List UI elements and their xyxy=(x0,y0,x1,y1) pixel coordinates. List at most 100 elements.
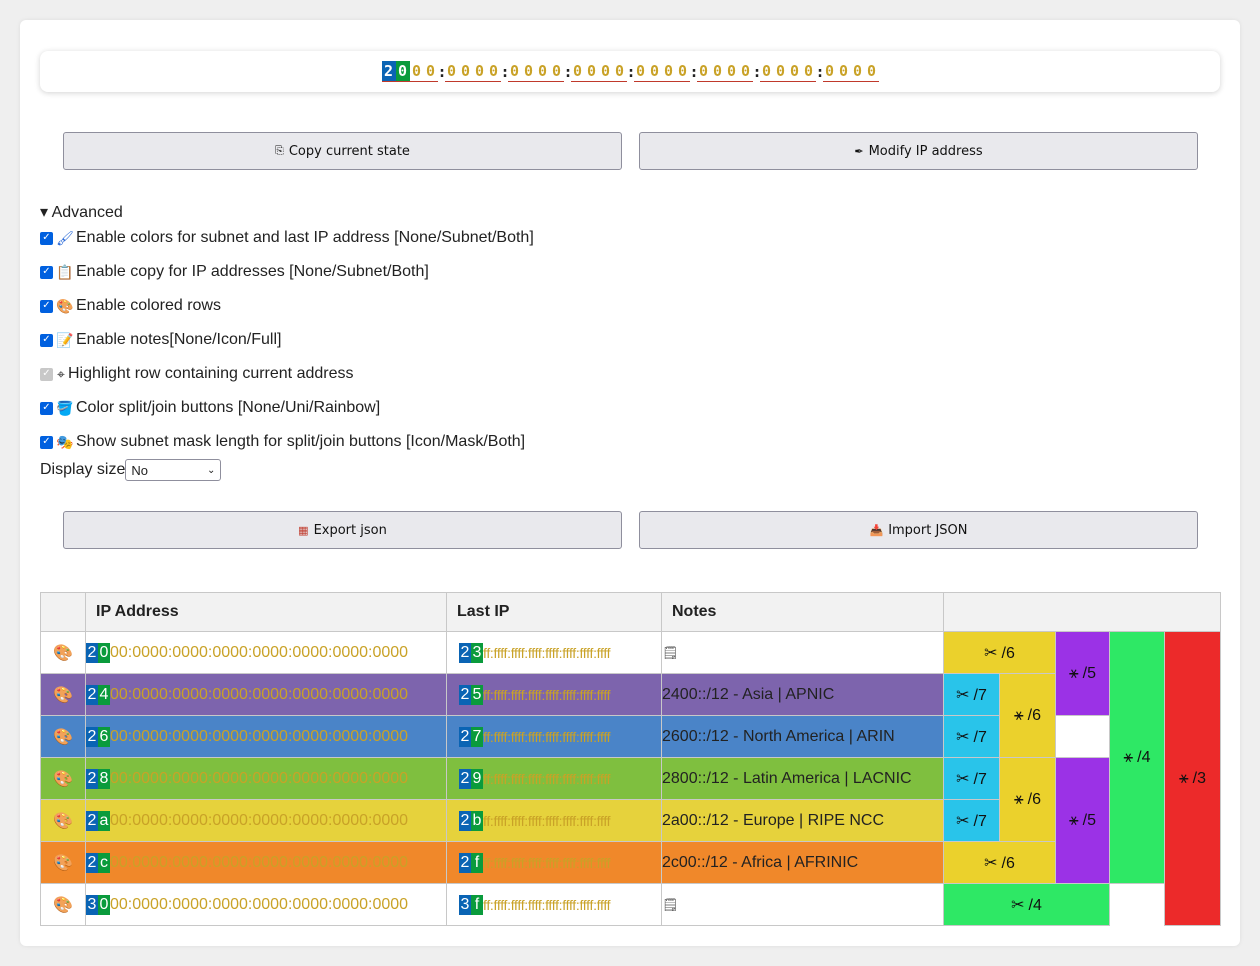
subnet-digit[interactable]: 3 xyxy=(471,642,483,663)
ip-digit[interactable]: 0 xyxy=(852,62,863,80)
subnet-digit[interactable]: c xyxy=(98,852,110,873)
join-button[interactable]: ⚹/6 xyxy=(999,757,1056,842)
subnet-digit[interactable]: 2 xyxy=(86,768,98,789)
import-json-button[interactable]: 📥 Import JSON xyxy=(639,511,1198,549)
ip-digit[interactable]: 0 xyxy=(698,62,709,80)
ip-digit[interactable]: 0 xyxy=(586,62,597,80)
subnet-digit[interactable]: b xyxy=(471,810,483,831)
copy-state-button[interactable]: ⎘ Copy current state xyxy=(63,132,622,170)
ip-digit[interactable]: 0 xyxy=(726,62,737,80)
ip-digit[interactable]: 0 xyxy=(635,62,646,80)
subnet-digit[interactable]: 2 xyxy=(459,852,471,873)
ip-digit[interactable]: 0 xyxy=(425,62,436,80)
option-checkbox[interactable]: ✓ xyxy=(40,435,53,449)
ip-digit[interactable]: 0 xyxy=(663,62,674,80)
row-color-button[interactable]: 🎨 xyxy=(40,883,86,926)
subnet-digit[interactable]: 2 xyxy=(459,684,471,705)
last-ip-cell[interactable]: 2 f ff:ffff:ffff:ffff:ffff:ffff:ffff:ffff xyxy=(446,841,662,884)
ip-digit[interactable]: 0 xyxy=(523,62,534,80)
subnet-digit[interactable]: 3 xyxy=(459,894,471,915)
join-button[interactable]: ⚹/5 xyxy=(1055,631,1110,716)
split-button[interactable]: ✂/4 xyxy=(943,883,1110,926)
option-checkbox[interactable]: ✓ xyxy=(40,231,53,245)
ip-digit[interactable]: 2 xyxy=(381,61,396,81)
subnet-digit[interactable]: 5 xyxy=(471,684,483,705)
last-ip-cell[interactable]: 2 7 ff:ffff:ffff:ffff:ffff:ffff:ffff:ffff xyxy=(446,715,662,758)
subnet-digit[interactable]: 8 xyxy=(98,768,110,789)
join-button[interactable]: ⚹/6 xyxy=(999,673,1056,758)
option-checkbox[interactable]: ✓ xyxy=(40,401,53,415)
ip-digit[interactable]: 0 xyxy=(572,62,583,80)
join-button[interactable]: ⚹/4 xyxy=(1109,631,1165,884)
ip-digit[interactable]: 0 xyxy=(446,62,457,80)
ip-digit[interactable]: 0 xyxy=(614,62,625,80)
ip-digit[interactable]: 0 xyxy=(537,62,548,80)
last-ip-cell[interactable]: 2 3 ff:ffff:ffff:ffff:ffff:ffff:ffff:ffff xyxy=(446,631,662,674)
split-button[interactable]: ✂/7 xyxy=(943,757,1000,800)
subnet-digit[interactable]: 2 xyxy=(459,726,471,747)
subnet-digit[interactable]: 2 xyxy=(86,726,98,747)
note-cell[interactable]: 2600::/12 - North America | ARIN xyxy=(661,715,944,758)
ip-digit[interactable]: 0 xyxy=(395,61,410,81)
ip-address-cell[interactable]: 3 0 00:0000:0000:0000:0000:0000:0000:0000 xyxy=(85,883,447,926)
subnet-digit[interactable]: 2 xyxy=(86,852,98,873)
option-colored-rows[interactable]: ✓ 🎨 Enable colored rows xyxy=(40,295,221,317)
option-color-split-join[interactable]: ✓ 🪣 Color split/join buttons [None/Uni/R… xyxy=(40,397,380,419)
ip-digit[interactable]: 0 xyxy=(740,62,751,80)
note-cell[interactable]: 2800::/12 - Latin America | LACNIC xyxy=(661,757,944,800)
option-enable-notes[interactable]: ✓ 📝 Enable notes[None/Icon/Full] xyxy=(40,329,281,351)
split-button[interactable]: ✂/6 xyxy=(943,841,1056,884)
subnet-digit[interactable]: 2 xyxy=(459,810,471,831)
ip-digit[interactable]: 0 xyxy=(551,62,562,80)
subnet-digit[interactable]: a xyxy=(98,810,110,831)
option-checkbox[interactable]: ✓ xyxy=(40,265,53,279)
option-enable-copy[interactable]: ✓ 📋 Enable copy for IP addresses [None/S… xyxy=(40,261,429,283)
subnet-digit[interactable]: 6 xyxy=(98,726,110,747)
subnet-digit[interactable]: 0 xyxy=(98,642,110,663)
subnet-digit[interactable]: 2 xyxy=(86,684,98,705)
modify-ip-button[interactable]: ✒ Modify IP address xyxy=(639,132,1198,170)
join-button[interactable]: ⚹/3 xyxy=(1163,631,1222,926)
display-size-select[interactable]: No ⌄ xyxy=(125,459,222,481)
ip-digit[interactable]: 0 xyxy=(712,62,723,80)
split-button[interactable]: ✂/7 xyxy=(943,673,1000,716)
ip-address-cell[interactable]: 2 c 00:0000:0000:0000:0000:0000:0000:0000 xyxy=(85,841,447,884)
note-icon[interactable]: 🗒 xyxy=(662,896,679,912)
ip-digit[interactable]: 0 xyxy=(824,62,835,80)
option-checkbox[interactable]: ✓ xyxy=(40,333,53,347)
note-cell[interactable]: 2a00::/12 - Europe | RIPE NCC xyxy=(661,799,944,842)
last-ip-cell[interactable]: 2 b ff:ffff:ffff:ffff:ffff:ffff:ffff:ffff xyxy=(446,799,662,842)
last-ip-cell[interactable]: 2 5 ff:ffff:ffff:ffff:ffff:ffff:ffff:ffff xyxy=(446,673,662,716)
row-color-button[interactable]: 🎨 xyxy=(40,715,86,758)
export-json-button[interactable]: ▦ Export json xyxy=(63,511,622,549)
subnet-digit[interactable]: 4 xyxy=(98,684,110,705)
row-color-button[interactable]: 🎨 xyxy=(40,631,86,674)
subnet-digit[interactable]: 2 xyxy=(86,642,98,663)
ip-digit[interactable]: 0 xyxy=(474,62,485,80)
note-cell[interactable]: 2400::/12 - Asia | APNIC xyxy=(661,673,944,716)
ip-digit[interactable]: 0 xyxy=(649,62,660,80)
ip-digit[interactable]: 0 xyxy=(677,62,688,80)
note-cell[interactable]: 🗒 xyxy=(661,883,944,926)
last-ip-cell[interactable]: 3 f ff:ffff:ffff:ffff:ffff:ffff:ffff:ffff xyxy=(446,883,662,926)
subnet-digit[interactable]: 2 xyxy=(459,768,471,789)
row-color-button[interactable]: 🎨 xyxy=(40,673,86,716)
note-cell[interactable]: 2c00::/12 - Africa | AFRINIC xyxy=(661,841,944,884)
split-button[interactable]: ✂/7 xyxy=(943,799,1000,842)
ip-digit[interactable]: 0 xyxy=(761,62,772,80)
advanced-toggle[interactable]: ▾ Advanced xyxy=(40,204,123,221)
ip-address-cell[interactable]: 2 8 00:0000:0000:0000:0000:0000:0000:0000 xyxy=(85,757,447,800)
subnet-digit[interactable]: 7 xyxy=(471,726,483,747)
ip-address-cell[interactable]: 2 0 00:0000:0000:0000:0000:0000:0000:0000 xyxy=(85,631,447,674)
ip-digit[interactable]: 0 xyxy=(509,62,520,80)
subnet-digit[interactable]: f xyxy=(471,852,483,873)
join-button[interactable]: ⚹/5 xyxy=(1055,757,1110,884)
note-cell[interactable]: 🗒 xyxy=(661,631,944,674)
ip-digit[interactable]: 0 xyxy=(460,62,471,80)
